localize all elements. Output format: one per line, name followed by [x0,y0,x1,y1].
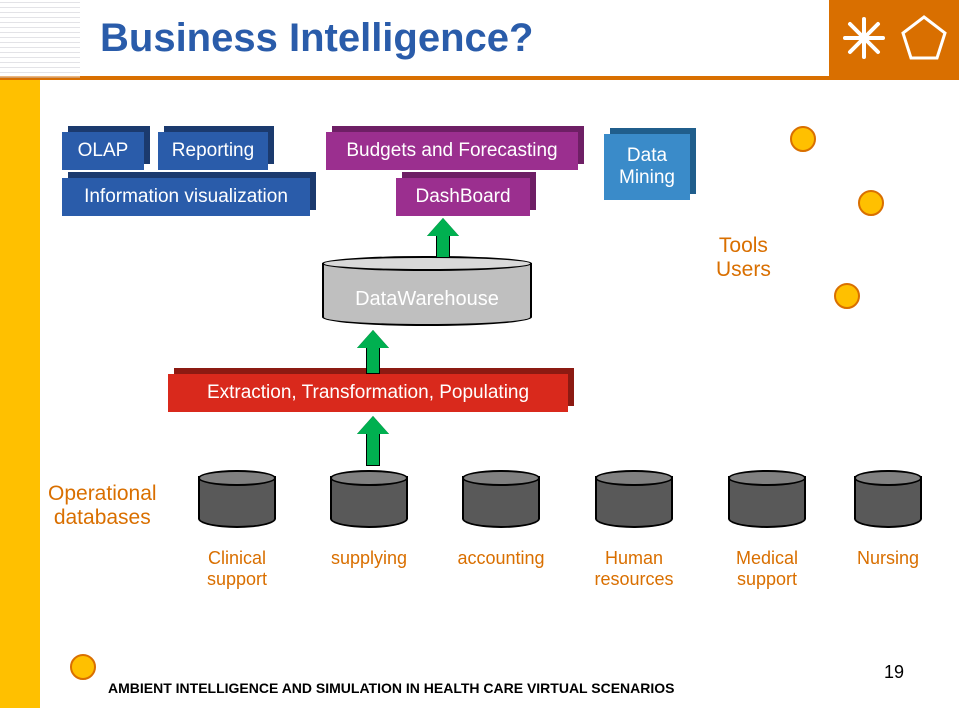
db-cylinder-5 [854,470,922,528]
box-olap: OLAP [62,132,144,170]
db-cylinder-3 [595,470,673,528]
slide-title: Business Intelligence? [100,16,533,61]
footer-text: AMBIENT INTELLIGENCE AND SIMULATION IN H… [108,680,674,696]
label-tools_users: ToolsUsers [716,234,771,282]
db-cylinder-0 [198,470,276,528]
db-label-3: Humanresources [575,548,693,590]
header-hatch-decoration [0,0,80,78]
box-mining: DataMining [604,134,690,200]
box-etl: Extraction, Transformation, Populating [168,374,568,412]
box-infoviz: Information visualization [62,178,310,216]
header-left: Business Intelligence? [0,0,829,76]
datawarehouse-label: DataWarehouse [322,288,532,311]
db-label-4: Medicalsupport [708,548,826,590]
header-right-badge-area [829,0,959,76]
slide-header: Business Intelligence? [0,0,959,80]
datawarehouse-cylinder: DataWarehouse [322,256,532,326]
decorative-dot-3 [70,654,96,680]
db-label-5: Nursing [834,548,942,569]
box-budgets: Budgets and Forecasting [326,132,578,170]
db-label-0: Clinicalsupport [178,548,296,590]
arrow-up-1 [362,330,384,374]
decorative-dot-2 [834,283,860,309]
arrow-up-2 [362,416,384,466]
asterisk-icon [839,13,889,63]
db-cylinder-1 [330,470,408,528]
decorative-dot-1 [858,190,884,216]
db-label-1: supplying [310,548,428,569]
diagram-canvas: OLAP Reporting Information visualization Bu… [0,84,959,708]
arrow-up-0 [432,218,454,258]
db-label-2: accounting [442,548,560,569]
box-reporting: Reporting [158,132,268,170]
db-cylinder-4 [728,470,806,528]
pentagon-icon [899,13,949,63]
label-operational: Operationaldatabases [48,482,157,530]
decorative-dot-0 [790,126,816,152]
page-number: 19 [884,662,904,683]
db-cylinder-2 [462,470,540,528]
box-dashboard: DashBoard [396,178,530,216]
